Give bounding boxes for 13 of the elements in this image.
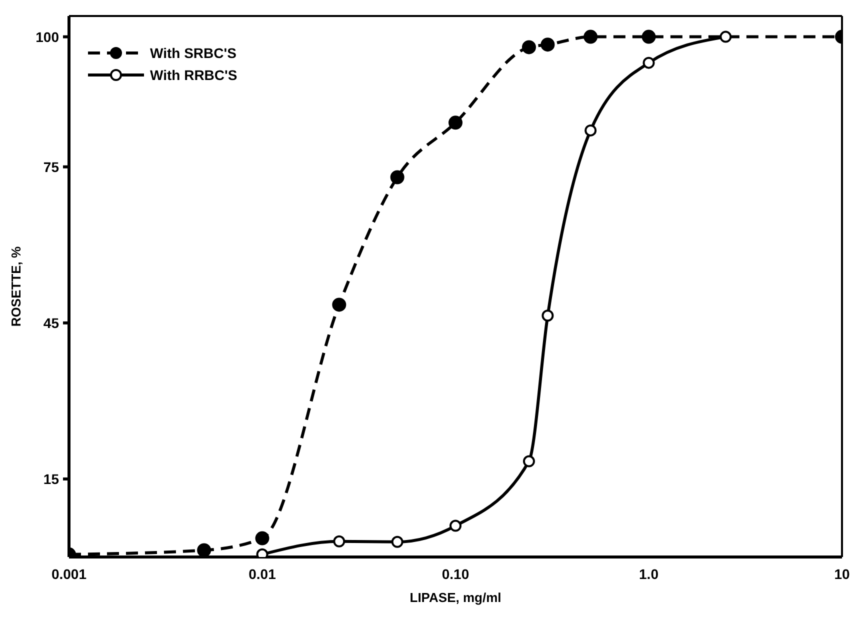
x-tick-label: 10 <box>834 566 850 582</box>
y-axis-title: ROSETTE, % <box>8 246 24 327</box>
y-tick-label: 75 <box>43 158 60 175</box>
legend-label: With SRBC'S <box>150 45 236 61</box>
y-tick-label: 15 <box>43 470 60 487</box>
x-tick-label: 0.001 <box>51 566 87 582</box>
x-tick-label: 1.0 <box>639 566 659 582</box>
x-tick-label: 0.01 <box>248 566 276 582</box>
x-tick-label: 0.10 <box>442 566 470 582</box>
y-tick-label: 100 <box>36 28 60 45</box>
y-tick-label: 45 <box>43 314 60 331</box>
legend-label: With RRBC'S <box>150 67 238 83</box>
x-axis-title: LIPASE, mg/ml <box>410 590 502 605</box>
